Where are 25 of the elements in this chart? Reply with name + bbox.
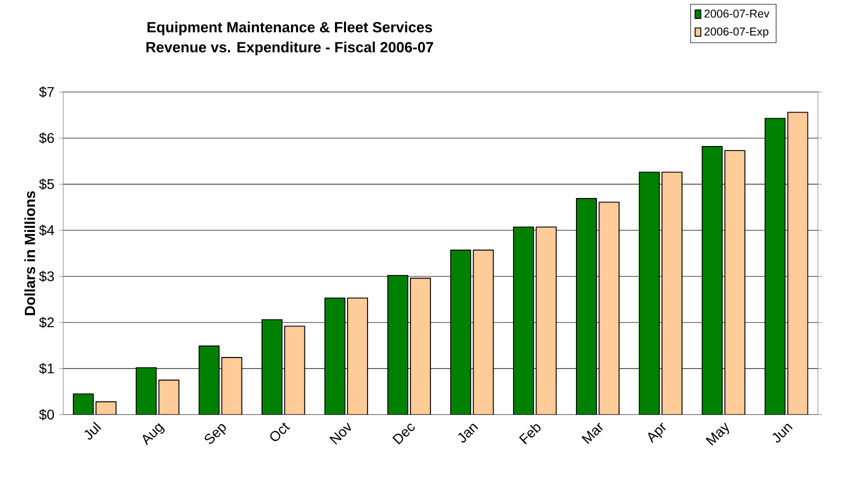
legend-label: 2006-07-Rev xyxy=(704,10,770,18)
bar xyxy=(158,380,180,415)
x-tick-label: Mar xyxy=(582,422,603,444)
chart-title: Equipment Maintenance & Fleet Services Revenue vs. Expenditure - Fiscal 2006-07 xyxy=(146,22,434,56)
x-tick-label: Nov xyxy=(329,422,352,445)
y-tick-label: $1 xyxy=(39,362,54,374)
y-tick-label: $6 xyxy=(39,132,54,144)
legend-label: 2006-07-Exp xyxy=(704,28,768,38)
x-tick-label: Feb xyxy=(519,424,541,444)
y-tick-label: $5 xyxy=(39,178,54,190)
y-axis-title: Dollars in Millions xyxy=(24,191,36,316)
x-tick-label: Dec xyxy=(392,424,415,445)
y-tick-label: $3 xyxy=(39,270,54,282)
x-tick-label: Sep xyxy=(204,424,226,444)
x-tick-label: Apr xyxy=(648,422,666,444)
x-tick-label: Aug xyxy=(142,423,165,446)
y-tick-label: $0 xyxy=(39,409,54,420)
y-tick-label: $2 xyxy=(39,316,54,328)
x-tick-label: Jul xyxy=(84,422,102,440)
x-tick-label: Oct xyxy=(270,422,290,442)
y-tick-label: $7 xyxy=(39,86,54,98)
y-tick-label: $4 xyxy=(39,224,54,236)
x-tick-label: May xyxy=(706,422,730,446)
x-tick-label: Jan xyxy=(458,424,478,443)
x-tick-label: Jun xyxy=(772,424,793,443)
